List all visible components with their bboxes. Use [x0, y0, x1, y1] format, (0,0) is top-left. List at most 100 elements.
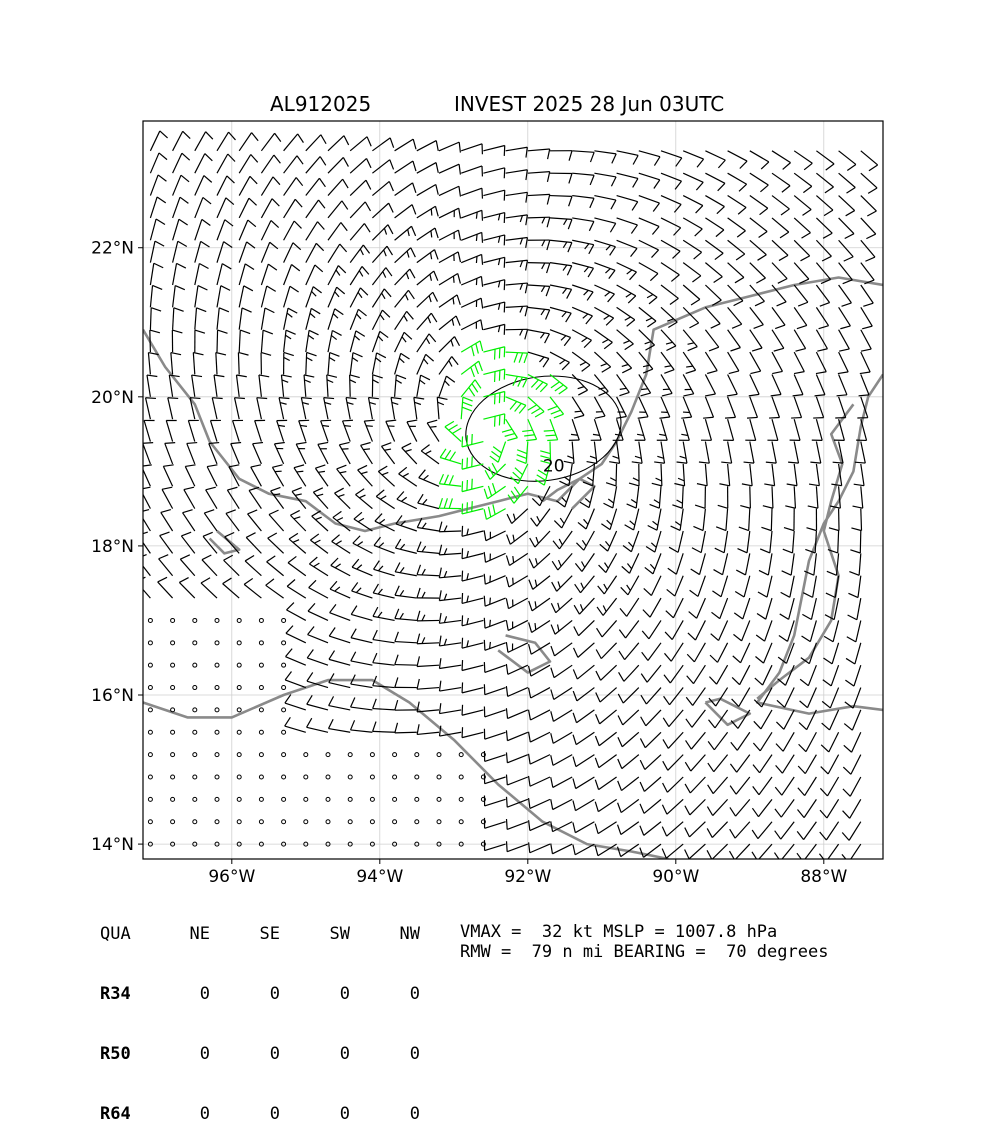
wind-barb — [249, 487, 261, 508]
wind-barb — [239, 286, 253, 308]
barb-staff — [691, 732, 705, 749]
wind-barb — [195, 286, 208, 308]
barb-feather — [837, 395, 847, 396]
barb-feather — [389, 181, 393, 191]
barb-staff — [417, 688, 439, 690]
wind-barb — [816, 330, 827, 351]
wind-barb — [204, 510, 217, 531]
barb-feather — [181, 175, 189, 182]
barb-feather — [412, 205, 416, 215]
barb-feather — [800, 256, 809, 261]
wind-barb — [573, 822, 594, 833]
barb-feather — [656, 478, 662, 481]
barb-feather — [627, 564, 631, 569]
barb-staff — [667, 799, 683, 814]
wind-barb — [361, 443, 373, 464]
barb-feather — [275, 133, 281, 141]
barb-feather — [446, 376, 454, 382]
barb-staff — [328, 266, 338, 285]
barb-staff — [694, 643, 705, 662]
barb-feather — [551, 733, 553, 743]
barb-staff — [714, 732, 727, 750]
barb-feather — [628, 296, 636, 303]
barb-staff — [373, 731, 395, 732]
barb-staff — [166, 420, 172, 441]
barb-staff — [839, 240, 854, 256]
barb-feather — [547, 240, 550, 250]
barb-feather — [313, 287, 321, 293]
barb-feather — [422, 546, 426, 552]
wind-barb — [437, 397, 447, 419]
barb-staff — [395, 290, 409, 307]
wind-barb — [150, 131, 167, 151]
barb-feather — [756, 635, 764, 641]
wind-barb — [395, 290, 415, 307]
barb-staff — [506, 397, 526, 406]
barb-staff — [396, 524, 417, 531]
barb-feather — [481, 276, 482, 286]
barb-feather — [484, 618, 485, 628]
barb-feather — [282, 380, 288, 382]
lat-tick-label: 14°N — [91, 835, 134, 855]
wind-barb — [643, 598, 661, 617]
barb-feather — [174, 308, 184, 312]
wind-barb — [850, 531, 860, 553]
barb-feather — [589, 245, 594, 254]
barb-staff — [728, 151, 747, 161]
barb-feather — [529, 559, 533, 568]
barb-feather — [663, 761, 668, 770]
barb-staff — [437, 397, 439, 419]
barb-staff — [330, 613, 351, 621]
barb-feather — [368, 398, 378, 399]
barb-feather — [800, 701, 808, 708]
barb-feather — [415, 402, 421, 404]
wind-barb — [677, 442, 687, 464]
barb-staff — [594, 196, 616, 200]
wind-barb — [639, 307, 656, 327]
barb-feather — [604, 342, 612, 348]
calm-wind-marker — [393, 775, 397, 779]
barb-staff — [462, 620, 483, 625]
calm-wind-marker — [304, 753, 308, 757]
wind-barb — [552, 553, 572, 570]
barb-feather — [667, 589, 675, 596]
barb-feather — [653, 203, 659, 211]
barb-feather — [678, 478, 684, 481]
barb-staff — [352, 567, 372, 576]
wind-barb — [800, 688, 817, 708]
barb-staff — [257, 398, 262, 420]
calm-wind-marker — [148, 686, 152, 690]
wind-barb — [528, 263, 550, 273]
barb-feather — [498, 259, 499, 266]
barb-feather — [707, 807, 712, 816]
barb-feather — [373, 584, 378, 593]
wind-barb — [529, 776, 550, 786]
barb-feather — [426, 338, 429, 344]
wind-barb — [764, 464, 774, 486]
wind-barb — [652, 464, 662, 486]
barb-feather — [535, 623, 536, 630]
wind-barb — [753, 732, 772, 751]
barb-staff — [661, 352, 674, 370]
barb-feather — [559, 560, 562, 566]
barb-feather — [310, 534, 318, 540]
barb-staff — [770, 531, 772, 553]
wind-barb — [587, 442, 597, 464]
r64-sw: 0 — [280, 1104, 350, 1124]
barb-staff — [461, 276, 481, 285]
barb-staff — [772, 263, 787, 279]
barb-staff — [575, 799, 594, 810]
barb-feather — [434, 271, 438, 281]
calm-wind-marker — [148, 820, 152, 824]
barb-feather — [315, 517, 321, 519]
barb-staff — [462, 665, 483, 670]
barb-staff — [728, 218, 746, 231]
wind-barb — [193, 353, 203, 375]
barb-feather — [541, 286, 544, 292]
calm-wind-marker — [282, 730, 286, 734]
barb-feather — [733, 656, 741, 663]
barb-staff — [483, 190, 504, 195]
barb-feather — [547, 263, 550, 273]
coastline — [757, 404, 853, 698]
barb-feather — [177, 263, 186, 268]
